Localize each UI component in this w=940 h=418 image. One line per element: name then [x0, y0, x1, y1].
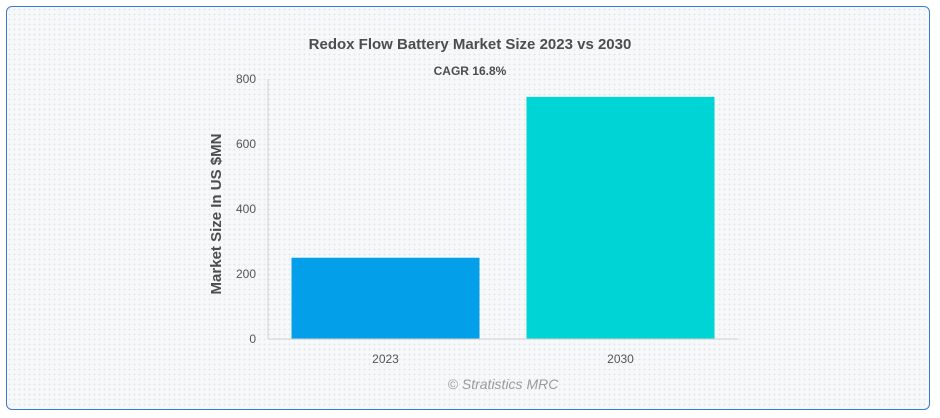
chart-title: Redox Flow Battery Market Size 2023 vs 2… — [309, 36, 632, 53]
y-tick-label: 800 — [236, 72, 256, 86]
x-axis-ticks: 2023 2030 — [372, 352, 634, 366]
y-axis-ticks: 0 200 400 600 800 — [236, 72, 256, 346]
credit-text: © Stratistics MRC — [448, 376, 560, 392]
y-axis-label: Market Size In US $MN — [208, 134, 225, 295]
bar-2030[interactable] — [526, 96, 715, 339]
chart-frame — [6, 6, 930, 410]
y-tick-label: 0 — [249, 332, 256, 346]
x-tick-label: 2023 — [372, 352, 399, 366]
chart-subtitle: CAGR 16.8% — [434, 64, 507, 78]
bars — [291, 96, 715, 339]
y-tick-label: 600 — [236, 137, 256, 151]
y-tick-label: 400 — [236, 202, 256, 216]
bar-2023[interactable] — [291, 257, 480, 339]
y-tick-label: 200 — [236, 267, 256, 281]
x-tick-label: 2030 — [607, 352, 634, 366]
